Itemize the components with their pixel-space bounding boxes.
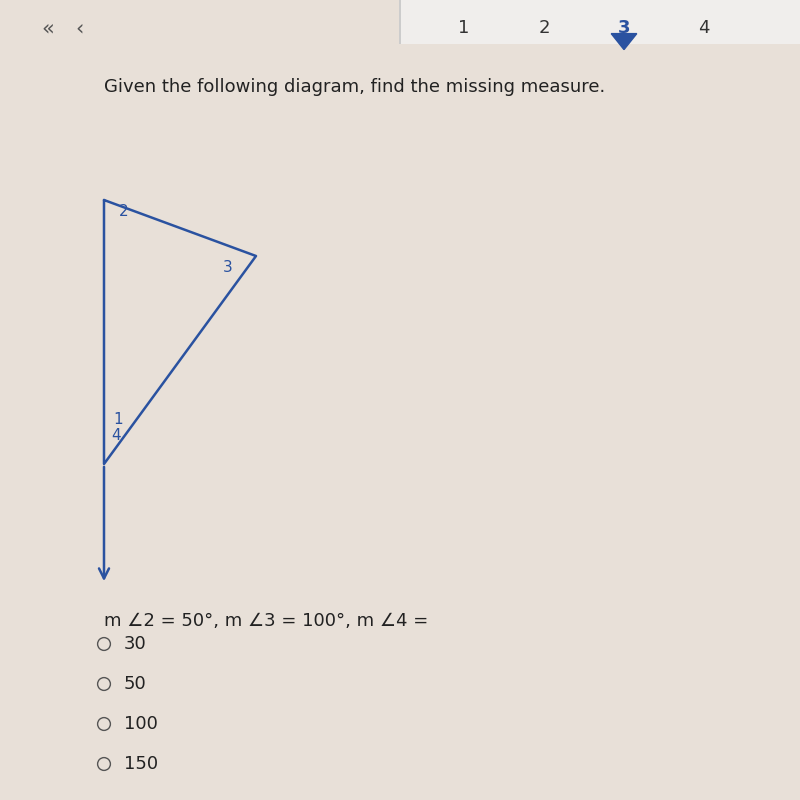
FancyBboxPatch shape [400, 0, 800, 44]
Text: ‹: ‹ [76, 18, 84, 38]
Text: 2: 2 [119, 205, 129, 219]
Text: 4: 4 [698, 19, 710, 37]
Text: 50: 50 [124, 675, 146, 693]
FancyBboxPatch shape [399, 0, 401, 44]
Text: 3: 3 [618, 19, 630, 37]
Text: 1: 1 [114, 413, 123, 427]
Text: 3: 3 [223, 261, 233, 275]
Text: 1: 1 [458, 19, 470, 37]
Text: Given the following diagram, find the missing measure.: Given the following diagram, find the mi… [104, 78, 606, 96]
Text: «: « [42, 18, 54, 38]
Text: 2: 2 [538, 19, 550, 37]
Text: 100: 100 [124, 715, 158, 733]
Text: 30: 30 [124, 635, 146, 653]
Text: 150: 150 [124, 755, 158, 773]
Polygon shape [611, 34, 637, 50]
FancyBboxPatch shape [0, 0, 400, 44]
Text: m ∠2 = 50°, m ∠3 = 100°, m ∠4 =: m ∠2 = 50°, m ∠3 = 100°, m ∠4 = [104, 612, 428, 630]
Text: 4: 4 [111, 429, 121, 443]
